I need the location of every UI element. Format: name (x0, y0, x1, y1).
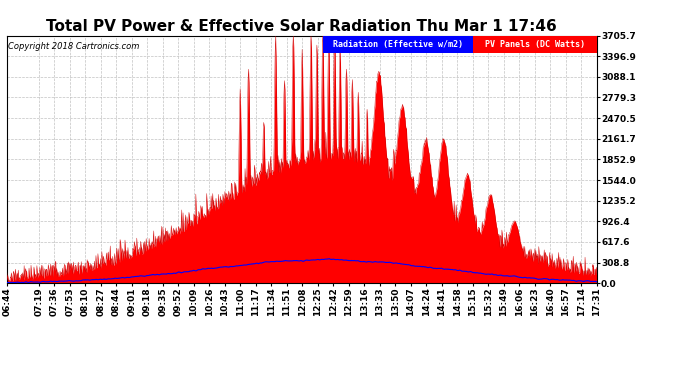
Bar (473, 36, 597, 54)
Text: Radiation (Effective w/m2): Radiation (Effective w/m2) (333, 40, 463, 49)
Text: Copyright 2018 Cartronics.com: Copyright 2018 Cartronics.com (8, 42, 139, 51)
Title: Total PV Power & Effective Solar Radiation Thu Mar 1 17:46: Total PV Power & Effective Solar Radiati… (46, 20, 558, 34)
Bar (322, 36, 473, 54)
Text: PV Panels (DC Watts): PV Panels (DC Watts) (485, 40, 585, 49)
